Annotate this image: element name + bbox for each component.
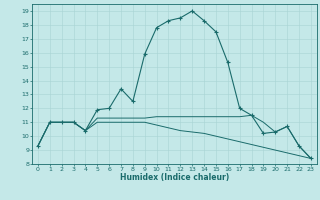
X-axis label: Humidex (Indice chaleur): Humidex (Indice chaleur) xyxy=(120,173,229,182)
